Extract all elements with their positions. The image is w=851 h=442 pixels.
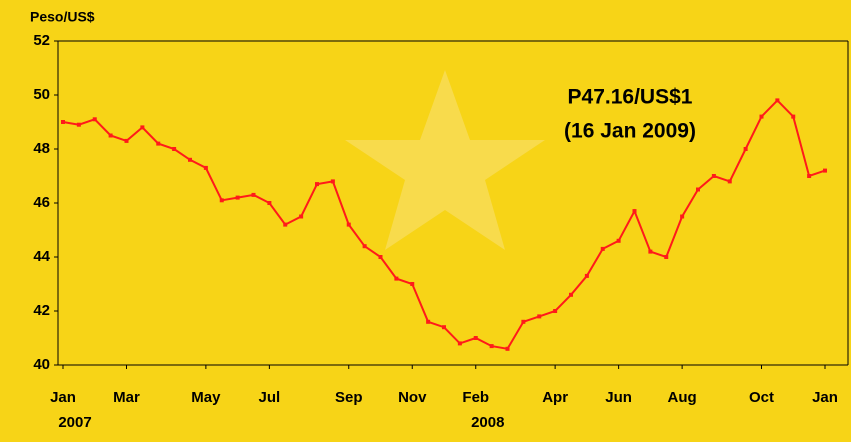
data-point [569, 293, 573, 297]
x-tick-label: Oct [749, 389, 774, 406]
y-tick-label: 40 [33, 356, 50, 373]
data-point [823, 169, 827, 173]
data-point [410, 282, 414, 286]
data-point [204, 166, 208, 170]
data-point [172, 147, 176, 151]
data-point [156, 142, 160, 146]
x-tick-label: Jul [259, 389, 281, 406]
data-point [379, 255, 383, 259]
data-point [553, 309, 557, 313]
chart: Peso/US$ P47.16/US$1 (16 Jan 2009) 40 42 4… [0, 0, 851, 437]
y-tick-label: 52 [33, 32, 50, 49]
annotation: (16 Jan 2009) [564, 120, 696, 143]
data-point [220, 198, 224, 202]
x-tick-label: Aug [668, 389, 697, 406]
data-point [537, 314, 541, 318]
x-tick-label: Feb [462, 389, 489, 406]
y-tick-label: 42 [33, 302, 50, 319]
data-point [696, 188, 700, 192]
data-point [521, 320, 525, 324]
data-point [363, 244, 367, 248]
data-point [267, 201, 271, 205]
y-tick-label: 50 [33, 86, 50, 103]
data-point [617, 239, 621, 243]
x-tick-label: Mar [113, 389, 140, 406]
data-point [347, 223, 351, 227]
data-point [283, 223, 287, 227]
data-point [791, 115, 795, 119]
data-point [633, 209, 637, 213]
data-point [125, 139, 129, 143]
data-point [744, 147, 748, 151]
data-point [680, 215, 684, 219]
data-point [93, 117, 97, 121]
y-tick-label: 46 [33, 194, 50, 211]
data-point [442, 325, 446, 329]
data-point [760, 115, 764, 119]
data-point [77, 123, 81, 127]
data-point [61, 120, 65, 124]
x-tick-label: Jun [605, 389, 632, 406]
x-tick-label: May [191, 389, 221, 406]
data-point [664, 255, 668, 259]
x-year-label: 2007 [58, 414, 91, 431]
data-point [728, 179, 732, 183]
y-tick-label: 48 [33, 140, 50, 157]
data-point [712, 174, 716, 178]
data-point [236, 196, 240, 200]
data-point [394, 277, 398, 281]
data-point [140, 125, 144, 129]
x-tick-label: Nov [398, 389, 427, 406]
data-point [109, 134, 113, 138]
data-point [188, 158, 192, 162]
data-point [601, 247, 605, 251]
data-point [252, 193, 256, 197]
x-tick-label: Apr [542, 389, 568, 406]
x-year-label: 2008 [471, 414, 504, 431]
data-point [807, 174, 811, 178]
x-tick-label: Sep [335, 389, 363, 406]
data-point [458, 341, 462, 345]
data-point [506, 347, 510, 351]
y-axis-label: Peso/US$ [30, 9, 95, 25]
data-point [299, 215, 303, 219]
data-point [426, 320, 430, 324]
data-point [474, 336, 478, 340]
data-point [585, 274, 589, 278]
y-tick-label: 44 [33, 248, 50, 265]
annotation: P47.16/US$1 [568, 86, 693, 109]
data-point [331, 179, 335, 183]
x-tick-label: Jan [812, 389, 838, 406]
x-tick-label: Jan [50, 389, 76, 406]
data-point [315, 182, 319, 186]
data-point [775, 98, 779, 102]
data-point [490, 344, 494, 348]
data-point [648, 250, 652, 254]
page: Peso/US$ P47.16/US$1 (16 Jan 2009) 40 42 4… [0, 0, 851, 442]
